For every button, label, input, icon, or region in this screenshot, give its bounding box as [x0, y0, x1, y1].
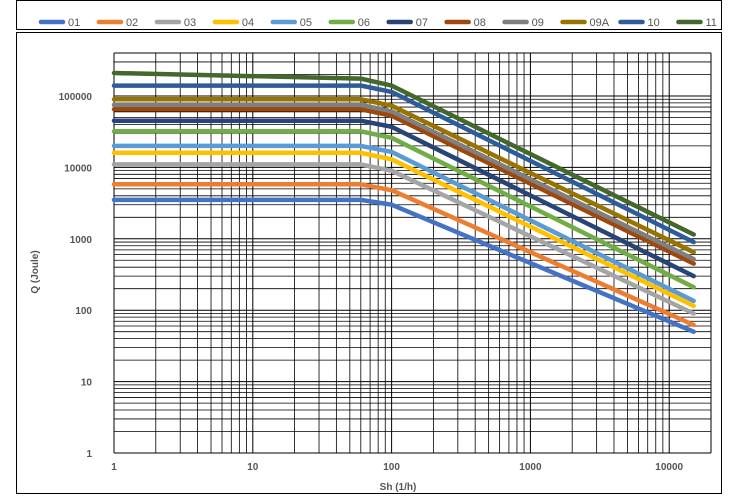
chart-legend: 01 02 03 04 05 06 07 08 09 09A 10 11	[16, 0, 722, 30]
legend-entry-07: 07	[386, 17, 428, 29]
series-line-09a	[111, 97, 696, 255]
legend-entry-09a: 09A	[560, 17, 610, 29]
legend-label: 08	[474, 17, 486, 29]
series-line-01	[111, 197, 696, 334]
series-line-03	[111, 162, 696, 316]
x-tick-label: 1000	[519, 462, 542, 473]
legend-label: 11	[705, 17, 716, 29]
series-line-08	[111, 107, 696, 266]
legend-label: 07	[416, 17, 428, 29]
series-line-04	[111, 150, 696, 309]
legend-label: 10	[648, 17, 660, 29]
series-line-05	[111, 143, 696, 304]
legend-entry-05: 05	[270, 17, 312, 29]
legend-entry-04: 04	[212, 17, 254, 29]
legend-label: 01	[68, 17, 80, 29]
legend-label: 09A	[590, 17, 610, 29]
legend-entry-11: 11	[676, 17, 717, 29]
series-line-07	[111, 118, 696, 279]
y-tick-label: 1000	[70, 235, 93, 246]
tick-layer: 1 10 100 1000 10000 1 10 100 1000 10000 100000	[59, 92, 684, 473]
series-line-02	[111, 182, 696, 328]
legend-entry-01: 01	[38, 17, 80, 29]
series-line-06	[111, 129, 696, 290]
x-axis-title: Sh (1/h)	[380, 482, 417, 493]
legend-entry-06: 06	[328, 17, 370, 29]
legend-entry-02: 02	[96, 17, 138, 29]
chart-panel: 1 10 100 1000 10000 1 10 100 1000 10000 100000 Sh …	[16, 32, 722, 494]
series-line-11	[111, 70, 696, 237]
legend-entry-08: 08	[444, 17, 486, 29]
series-line-09	[111, 102, 696, 262]
y-axis-title: Q (Joule)	[30, 250, 41, 293]
y-tick-label: 100	[75, 306, 92, 317]
y-tick-label: 100000	[59, 92, 93, 103]
legend-entry-03: 03	[154, 17, 196, 29]
legend-label: 04	[242, 17, 254, 29]
legend-label: 06	[358, 17, 370, 29]
legend-label: 02	[126, 17, 138, 29]
x-tick-label: 100	[383, 462, 400, 473]
y-tick-label: 10	[81, 378, 93, 389]
y-tick-label: 1	[86, 449, 92, 460]
legend-label: 05	[300, 17, 312, 29]
chart-svg: 1 10 100 1000 10000 1 10 100 1000 10000 100000 Sh …	[30, 52, 712, 493]
legend-label: 09	[532, 17, 544, 29]
legend-svg: 01 02 03 04 05 06 07 08 09 09A 10 11	[38, 17, 717, 29]
x-tick-label: 10000	[655, 462, 683, 473]
legend-label: 03	[184, 17, 196, 29]
y-tick-label: 10000	[64, 163, 92, 174]
series-layer	[111, 70, 696, 334]
series-line-10	[111, 83, 696, 245]
x-tick-label: 10	[247, 462, 259, 473]
x-tick-label: 1	[111, 462, 117, 473]
legend-entry-10: 10	[618, 17, 660, 29]
legend-entry-09: 09	[502, 17, 544, 29]
